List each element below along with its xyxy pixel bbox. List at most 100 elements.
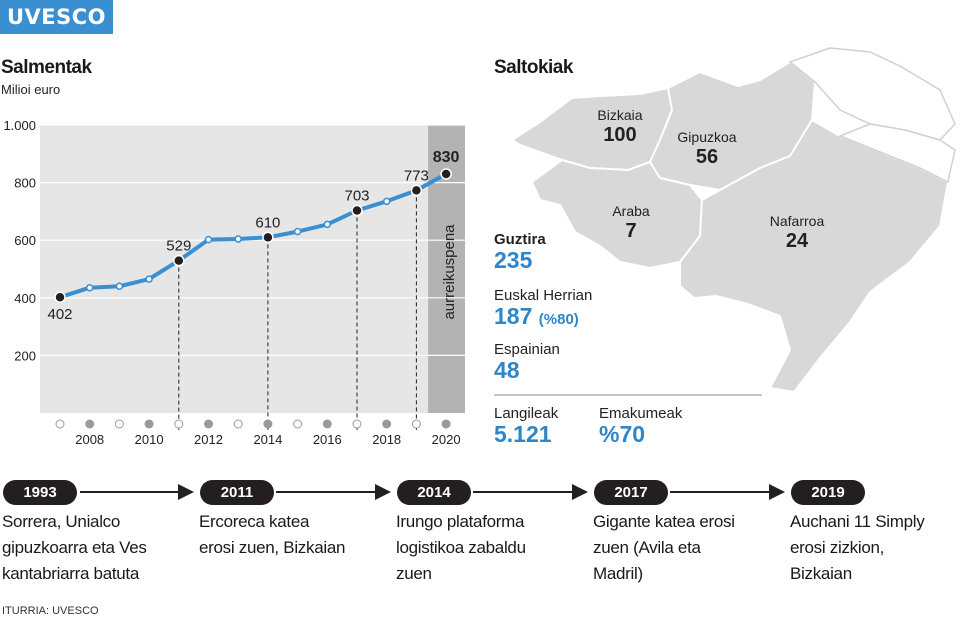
data-point — [204, 235, 213, 244]
data-label: 529 — [166, 238, 191, 255]
series-line — [59, 172, 448, 300]
timeline-text-2019: Auchani 11 Simply erosi zizkion, Bizkaia… — [790, 509, 925, 587]
x-tick-mark — [85, 419, 95, 429]
source-note: ITURRIA: UVESCO — [2, 605, 99, 617]
timeline-line: erosi zuen, Bizkaian — [199, 538, 346, 557]
x-tick-mark — [441, 419, 451, 429]
timeline-line: logistikoa zabaldu — [396, 538, 526, 557]
map-value-nafarroa: 24 — [786, 230, 809, 252]
map-iparralde-south — [839, 123, 956, 183]
x-tick-mark — [174, 419, 184, 429]
plot-background — [40, 125, 465, 413]
timeline-year-2017: 2017 — [594, 480, 668, 505]
map-label-nafarroa: Nafarroa — [770, 213, 825, 229]
eh-percent: (%80) — [538, 311, 579, 328]
x-tick-mark — [263, 419, 273, 429]
timeline-arrows — [80, 484, 785, 500]
timeline-text-1993: Sorrera, Unialco gipuzkoarra eta Ves kan… — [2, 509, 147, 587]
data-point-highlight — [351, 204, 363, 217]
eh-value-row: 187 (%80) — [494, 303, 579, 330]
map-label-araba: Araba — [612, 203, 650, 219]
timeline-year-2011: 2011 — [200, 480, 274, 505]
data-label: 703 — [344, 188, 369, 205]
total-value: 235 — [494, 247, 533, 273]
timeline-line: Gigante katea erosi — [593, 512, 735, 531]
x-tick-mark — [382, 419, 392, 429]
eh-value: 187 — [494, 303, 533, 329]
y-tick-label: 600 — [14, 233, 36, 248]
y-tick-label: 800 — [14, 176, 36, 191]
x-tick-mark — [204, 419, 213, 429]
y-tick-label: 200 — [14, 348, 36, 363]
data-point — [145, 275, 153, 283]
timeline-year-1993: 1993 — [3, 480, 77, 505]
data-point-highlight — [173, 254, 185, 267]
data-label: 610 — [255, 214, 280, 231]
x-tick-label: 2010 — [135, 432, 164, 447]
timeline-line: Irungo plataforma — [396, 512, 525, 531]
y-tick-label: 400 — [14, 291, 36, 306]
x-tick-label: 2016 — [313, 432, 342, 447]
eh-label: Euskal Herrian — [494, 287, 593, 304]
total-label: Guztira — [494, 231, 546, 248]
data-label: 830 — [433, 149, 460, 166]
x-axis: 2008 2010 2012 2014 2016 2018 2020 — [55, 419, 461, 447]
timeline-year-2019: 2019 — [791, 480, 865, 505]
timeline-line: Madril) — [593, 564, 643, 583]
data-point-highlight — [440, 168, 452, 180]
spain-label: Espainian — [494, 341, 560, 358]
x-tick-mark — [55, 419, 65, 429]
map-nafarroa — [679, 119, 949, 393]
brand-logo: UVESCO — [0, 0, 113, 34]
map-value-araba: 7 — [625, 220, 636, 242]
timeline-year-2014: 2014 — [397, 480, 471, 505]
map-iparralde-north — [789, 47, 956, 141]
x-tick-mark — [352, 419, 362, 429]
y-tick-label: 1.000 — [3, 118, 36, 133]
timeline-line: Bizkaian — [790, 564, 852, 583]
x-tick-label: 2018 — [372, 432, 401, 447]
forecast-label: aurreikuspena — [441, 224, 458, 320]
timeline-line: zuen (Avila eta — [593, 538, 701, 557]
stores-map: Bizkaia 100 Gipuzkoa 56 Araba 7 Nafarroa… — [494, 47, 956, 396]
timeline-line: Sorrera, Unialco — [2, 512, 121, 531]
data-point — [323, 220, 332, 229]
x-tick-label: 2020 — [432, 432, 461, 447]
map-bizkaia — [511, 87, 673, 171]
data-point-highlight — [262, 231, 274, 244]
x-tick-label: 2008 — [75, 432, 104, 447]
x-tick-mark — [114, 419, 124, 429]
data-point — [234, 235, 242, 243]
data-label: 402 — [47, 306, 72, 323]
timeline-line: Ercoreca katea — [199, 512, 310, 531]
data-point-highlight — [410, 184, 423, 197]
data-point-highlight — [54, 291, 66, 303]
spain-value: 48 — [494, 357, 520, 383]
sales-title: Salmentak — [1, 57, 92, 78]
stores-title: Saltokiak — [494, 57, 573, 78]
chart-grid — [40, 124, 465, 413]
map-value-bizkaia: 100 — [603, 124, 636, 146]
x-tick-label: 2012 — [194, 432, 223, 447]
map-value-gipuzkoa: 56 — [696, 146, 718, 168]
x-tick-mark — [322, 419, 332, 429]
x-tick-label: 2014 — [253, 432, 282, 447]
map-label-bizkaia: Bizkaia — [597, 107, 642, 123]
chart-line-layer — [59, 172, 448, 300]
timeline-line: zuen — [396, 564, 432, 583]
x-tick-mark — [144, 419, 154, 429]
timeline-text-2017: Gigante katea erosi zuen (Avila eta Madr… — [593, 509, 735, 587]
chart-points — [54, 168, 452, 303]
x-tick-mark — [411, 419, 421, 429]
timeline-text-2011: Ercoreca katea erosi zuen, Bizkaian — [199, 509, 345, 561]
data-label: 773 — [404, 167, 429, 184]
data-point — [382, 197, 391, 206]
women-label: Emakumeak — [599, 405, 683, 422]
data-point — [85, 283, 94, 292]
workers-value: 5.121 — [494, 421, 552, 447]
x-tick-mark — [293, 419, 303, 429]
timeline-line: kantabriarra batuta — [2, 564, 139, 583]
data-point — [293, 227, 302, 236]
